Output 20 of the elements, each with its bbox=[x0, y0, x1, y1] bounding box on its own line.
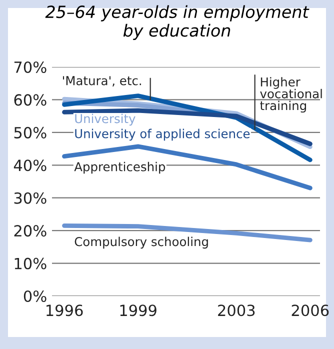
y-tick-label: 20% bbox=[14, 225, 46, 237]
series-label: University bbox=[75, 114, 136, 126]
chart-title: 25–64 year-olds in employment by education bbox=[45, 5, 310, 40]
y-tick-label: 30% bbox=[14, 192, 46, 204]
x-tick-label: 2006 bbox=[292, 304, 329, 316]
series-label: 'Matura', etc. bbox=[63, 76, 142, 87]
y-tick-label: 0% bbox=[24, 290, 46, 302]
series-label: University of applied science bbox=[75, 128, 250, 141]
line-series bbox=[62, 144, 312, 190]
y-tick-label: 10% bbox=[14, 258, 46, 270]
x-tick-label: 2003 bbox=[218, 304, 255, 316]
series-label: Compulsory schooling bbox=[74, 236, 208, 249]
y-tick-label: 70% bbox=[14, 61, 46, 74]
y-tick-label: 50% bbox=[14, 126, 46, 138]
x-tick-label: 1996 bbox=[46, 304, 83, 316]
x-tick-label: 1999 bbox=[120, 304, 156, 316]
series-label: Higher vocational training bbox=[260, 77, 322, 113]
series-label: Apprenticeship bbox=[74, 162, 166, 174]
y-tick-label: 40% bbox=[14, 160, 46, 172]
y-tick-label: 60% bbox=[14, 94, 46, 106]
